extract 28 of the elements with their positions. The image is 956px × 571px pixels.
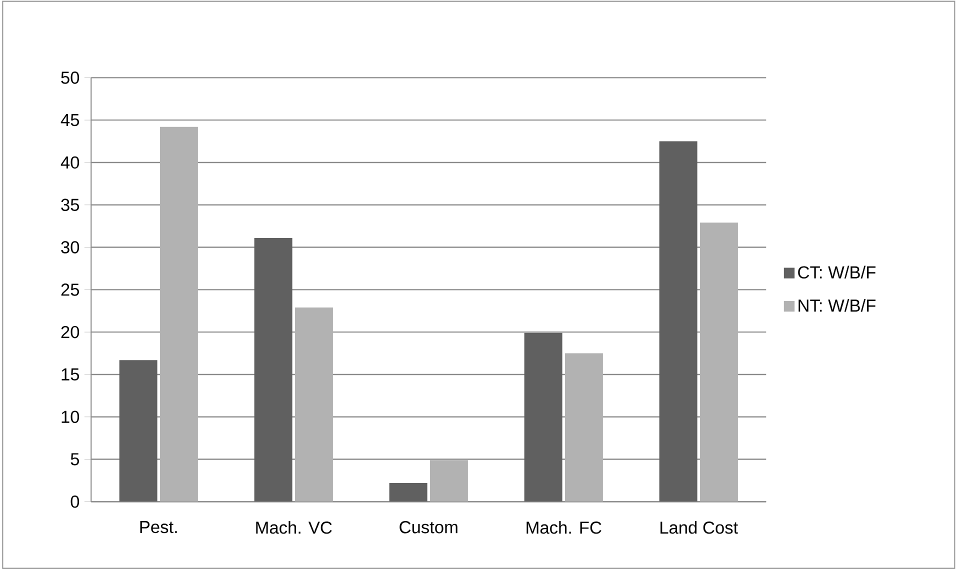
bar xyxy=(430,460,468,502)
bar xyxy=(254,238,292,502)
x-tick-label: Pest. xyxy=(140,521,177,534)
bar xyxy=(160,126,198,502)
y-tick-label: 30 xyxy=(61,241,80,254)
bar xyxy=(700,222,738,502)
y-tick-label: 10 xyxy=(62,410,80,424)
bar xyxy=(389,483,428,502)
y-tick-label: 5 xyxy=(70,453,80,466)
y-tick-label: 40 xyxy=(60,156,80,169)
bar xyxy=(119,360,158,502)
bar xyxy=(294,307,333,502)
y-tick-label: 15 xyxy=(62,368,80,381)
bar xyxy=(564,353,603,502)
legend-label: NT: W/B/F xyxy=(798,299,876,312)
y-tick-label: 35 xyxy=(61,198,80,212)
x-tick-label: Custom xyxy=(400,521,458,534)
y-tick-label: 25 xyxy=(61,284,80,296)
y-tick-label: 0 xyxy=(70,496,80,508)
y-tick-label: 45 xyxy=(60,114,80,126)
x-tick-label: Mach. FC xyxy=(526,521,602,534)
y-tick-label: 20 xyxy=(61,326,80,338)
y-tick-label: 50 xyxy=(61,72,80,84)
x-tick-label: Land Cost xyxy=(660,521,738,534)
bar xyxy=(524,332,562,502)
legend-label: CT: W/B/F xyxy=(798,266,876,279)
x-tick-label: Mach. VC xyxy=(256,521,332,534)
bar xyxy=(659,141,698,502)
